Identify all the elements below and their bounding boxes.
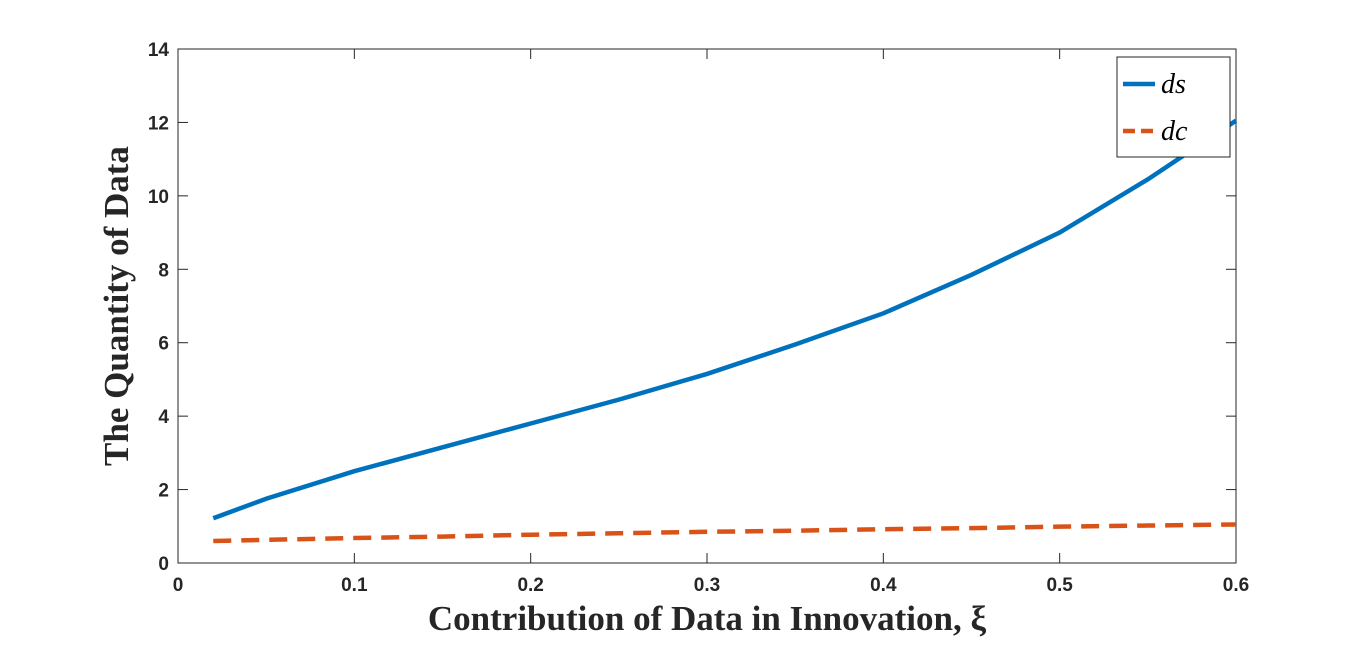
y-axis-label: The Quantity of Data [97, 146, 136, 466]
x-tick-label: 0 [173, 575, 184, 596]
x-axis-label: Contribution of Data in Innovation, ξ [428, 599, 987, 638]
x-tick-label: 0.1 [341, 575, 368, 596]
x-tick-label: 0.5 [1046, 575, 1073, 596]
plot-area [177, 48, 1237, 564]
legend-box [1116, 56, 1231, 158]
y-tick-label: 14 [148, 40, 170, 61]
y-tick-label: 0 [158, 554, 169, 575]
y-tick-label: 2 [158, 481, 169, 502]
series-line [212, 118, 1238, 521]
x-tick-label: 0.3 [694, 575, 720, 596]
y-tick-label: 6 [158, 334, 169, 355]
legend-label: ds [1161, 69, 1186, 100]
y-tick-label: 10 [148, 187, 169, 208]
series-line [213, 522, 1237, 544]
x-tick-label: 0.6 [1223, 575, 1249, 596]
y-tick-label: 8 [158, 260, 169, 281]
x-tick-label: 0.4 [870, 575, 897, 596]
y-tick-label: 4 [158, 407, 169, 428]
y-tick-label: 12 [148, 113, 169, 134]
x-tick-label: 0.2 [517, 575, 543, 596]
legend-label: dc [1161, 116, 1188, 147]
